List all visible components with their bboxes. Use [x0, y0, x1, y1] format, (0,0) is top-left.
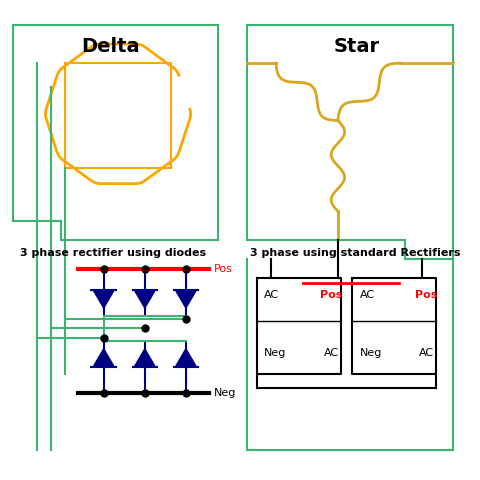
Text: Pos: Pos	[214, 264, 232, 274]
Text: AC: AC	[419, 348, 434, 358]
Text: Pos: Pos	[320, 290, 342, 300]
Text: Neg: Neg	[360, 348, 382, 358]
Polygon shape	[175, 349, 197, 367]
Text: AC: AC	[264, 290, 279, 300]
Text: Neg: Neg	[264, 348, 287, 358]
Polygon shape	[175, 290, 197, 308]
Text: Pos: Pos	[415, 290, 438, 300]
Text: AC: AC	[360, 290, 375, 300]
Text: Delta: Delta	[81, 37, 140, 56]
Polygon shape	[134, 290, 156, 308]
Polygon shape	[93, 349, 114, 367]
Text: Star: Star	[334, 37, 380, 56]
Text: Neg: Neg	[214, 388, 236, 398]
Polygon shape	[134, 349, 156, 367]
Text: 3 phase using standard Rectifiers: 3 phase using standard Rectifiers	[250, 248, 460, 258]
Polygon shape	[93, 290, 114, 308]
Text: 3 phase rectifier using diodes: 3 phase rectifier using diodes	[20, 248, 206, 258]
Text: AC: AC	[324, 348, 339, 358]
